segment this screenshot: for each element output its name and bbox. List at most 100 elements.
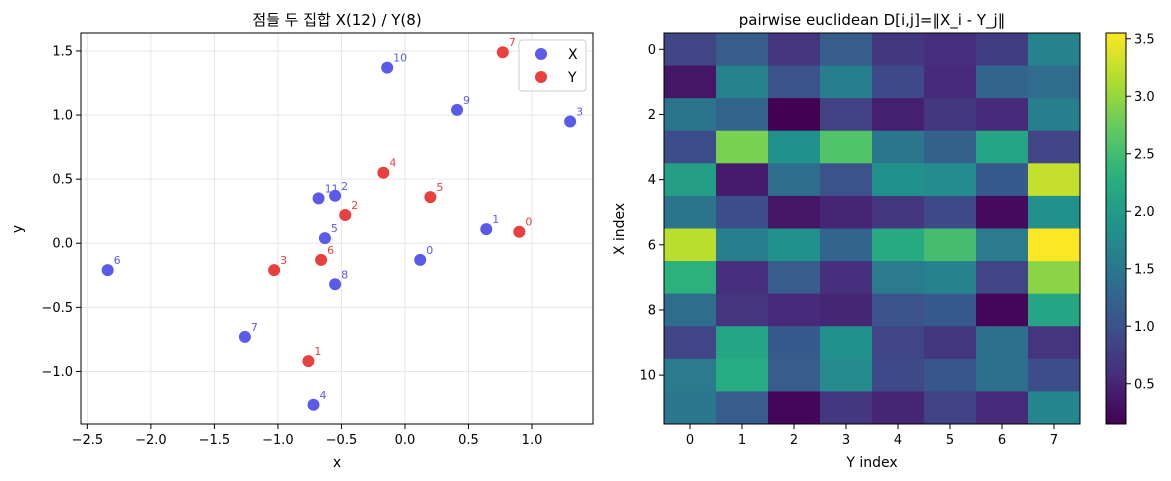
scatter-y-axis-label: y [10,225,26,233]
heatmap-cell [924,293,977,327]
data-point-y [513,225,526,238]
data-point-x [414,253,427,266]
heatmap-cell [924,98,977,132]
heatmap-cell [924,130,977,164]
heatmap-cell [768,391,821,425]
heatmap-cell [820,65,873,99]
data-point-x [318,232,331,245]
heatmap-cell [872,358,925,392]
point-label-x: 11 [325,182,339,195]
heatmap-cell [716,163,769,197]
y-tick-label: 0.0 [52,237,73,252]
heatmap-cell [820,228,873,262]
heatmap-y-tick-label: 2 [648,108,656,123]
heatmap-y-tick-label: 6 [648,238,656,253]
heatmap-y-axis-label: X index [612,203,628,255]
heatmap-cell [768,33,821,67]
heatmap-y-tick-label: 4 [648,173,656,188]
point-label-y: 1 [314,345,321,358]
x-tick-label: −1.0 [262,433,294,448]
scatter-panel: 점들 두 집합 X(12) / Y(8) 0 1 2 3 4 5 6 7 8 9 10 11 0 1 2 3 4… [10,11,594,471]
data-point-x [329,278,342,291]
heatmap-cell [976,163,1029,197]
heatmap-cell [1028,65,1081,99]
heatmap-cell [768,163,821,197]
point-label-y: 7 [509,36,516,49]
heatmap-cell [976,65,1029,99]
heatmap-cell [664,33,717,67]
heatmap-cell [716,261,769,295]
heatmap-x-tick-label: 2 [790,433,798,448]
heatmap-x-tick-label: 4 [894,433,902,448]
heatmap-cell [924,33,977,67]
heatmap-cell [820,33,873,67]
data-point-x [451,103,464,116]
colorbar: 0.5 1.0 1.5 2.0 2.5 3.0 3.5 [1105,32,1155,425]
heatmap-cell [1028,358,1081,392]
heatmap-cell [924,65,977,99]
heatmap-x-tick-label: 3 [842,433,850,448]
heatmap-cell [768,293,821,327]
colorbar-tick-label: 3.5 [1134,32,1155,47]
colorbar-tick-label: 1.5 [1134,262,1155,277]
x-tick-label: −2.5 [72,433,104,448]
data-point-y [424,191,437,204]
heatmap-cell [768,261,821,295]
point-label-y: 6 [327,244,334,257]
heatmap-cell [872,391,925,425]
heatmap-cell [820,391,873,425]
point-label-x: 9 [463,94,470,107]
heatmap-plot-area [663,32,1081,425]
heatmap-cell [768,65,821,99]
heatmap-x-tick-label: 5 [946,433,954,448]
heatmap-cell [664,195,717,229]
heatmap-cell [664,228,717,262]
heatmap-cell [768,195,821,229]
heatmap-cell [924,228,977,262]
heatmap-cell [716,33,769,67]
point-label-x: 7 [251,321,258,334]
heatmap-cell [976,33,1029,67]
heatmap-cell [872,195,925,229]
x-tick-label: −0.5 [326,433,358,448]
heatmap-y-tick-label: 0 [648,43,656,58]
data-point-x [381,61,394,74]
heatmap-cell [872,326,925,360]
heatmap-x-axis-label: Y index [845,455,897,471]
heatmap-cell [976,391,1029,425]
point-label-y: 5 [436,181,443,194]
heatmap-x-tick-label: 7 [1050,433,1058,448]
y-tick-label: 1.5 [52,44,73,59]
data-point-y [339,209,352,222]
scatter-title: 점들 두 집합 X(12) / Y(8) [252,11,421,29]
heatmap-cell [716,98,769,132]
x-tick-label: 0.0 [395,433,416,448]
heatmap-cell [820,163,873,197]
heatmap-cell [664,130,717,164]
heatmap-cell [820,293,873,327]
heatmap-cell [664,358,717,392]
heatmap-cell [768,130,821,164]
data-point-y [302,355,315,368]
heatmap-cell [664,98,717,132]
heatmap-cell [820,358,873,392]
heatmap-cell [1028,326,1081,360]
heatmap-cell [976,195,1029,229]
heatmap-cell [664,163,717,197]
heatmap-cell [976,130,1029,164]
heatmap-cell [716,65,769,99]
heatmap-cell [716,391,769,425]
colorbar-tick-label: 1.0 [1134,320,1155,335]
heatmap-cell [872,65,925,99]
data-point-x [238,330,251,343]
heatmap-cell [976,326,1029,360]
scatter-y-ticks: −1.0 −0.5 0.0 0.5 1.0 1.5 [41,44,81,380]
heatmap-cell [820,326,873,360]
heatmap-x-tick-label: 6 [998,433,1006,448]
heatmap-cell [1028,98,1081,132]
heatmap-cell [664,65,717,99]
legend-label-x: X [568,47,578,63]
legend-label-y: Y [567,70,577,86]
point-label-x: 10 [393,52,407,65]
scatter-x-axis-label: x [333,455,341,471]
